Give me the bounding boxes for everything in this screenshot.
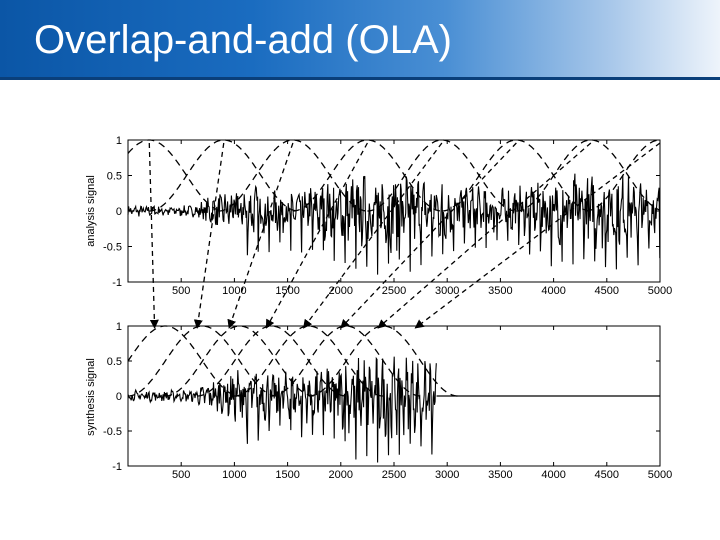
window-curve [516,139,661,212]
x-tick-label: 1000 [222,285,246,297]
header-rule [0,77,720,80]
mapping-arrow [377,142,592,329]
synthesis-panel: 1 0.5 0 -0.5 -1 500 1000 1500 2000 2500 3000 3500 40… [85,321,672,481]
window-curve [128,325,277,397]
mapping-arrow [265,142,368,329]
window-curve [197,325,347,397]
window-curve [127,139,224,212]
mapping-arrow [303,142,443,329]
window-curve [585,139,660,212]
x-tick-label: 4000 [541,285,565,297]
x-tick-label: 2500 [382,469,406,481]
window-curve [234,325,384,397]
mapping-arrow [414,142,661,329]
window-curve [292,139,442,212]
y-tick-label: 0 [116,391,122,403]
x-tick-label: 2000 [329,285,353,297]
x-tick-label: 4500 [595,469,619,481]
window-curve [165,325,315,397]
y-tick-label: -1 [112,461,122,473]
y-tick-label: 0 [116,206,122,218]
analysis-panel: 1 0.5 0 -0.5 -1 500 1000 1500 2000 2500 3000 3500 40… [85,135,672,297]
x-tick-label: 3500 [488,285,512,297]
y-tick-label: -1 [112,277,122,289]
y-axis-label: analysis signal [85,175,97,247]
x-tick-label: 3000 [435,285,459,297]
y-tick-label: 0.5 [107,356,122,368]
window-curve [127,325,240,397]
slide-title: Overlap-and-add (OLA) [34,18,452,62]
signal-trace [127,173,661,275]
y-tick-label: 0.5 [107,171,122,183]
window-curve [441,139,591,212]
x-tick-label: 4500 [595,285,619,297]
window-curve [218,139,368,212]
x-tick-label: 3500 [488,469,512,481]
x-tick-label: 5000 [648,285,672,297]
x-tick-label: 5000 [648,469,672,481]
y-tick-label: -0.5 [103,426,122,438]
x-tick-label: 1500 [275,469,299,481]
window-curve [367,139,517,212]
x-tick-label: 1500 [275,285,299,297]
y-tick-label: -0.5 [103,242,122,254]
slide-header: Overlap-and-add (OLA) [0,0,720,80]
window-curve [271,325,421,397]
x-tick-label: 2500 [382,285,406,297]
mapping-arrow [227,142,294,329]
mapping-arrow [148,142,159,329]
window-curve [149,139,299,212]
x-tick-label: 2000 [329,469,353,481]
x-tick-label: 4000 [541,469,565,481]
x-tick-label: 3000 [435,469,459,481]
x-tick-label: 500 [172,469,190,481]
x-tick-label: 1000 [222,469,246,481]
x-tick-label: 500 [172,285,190,297]
y-tick-label: 1 [116,135,122,147]
mapping-arrow [340,142,517,329]
signal-trace [127,356,437,463]
y-tick-label: 1 [116,321,122,333]
y-axis-label: synthesis signal [85,358,97,436]
mapping-arrow [193,142,225,329]
window-curve [308,325,458,397]
